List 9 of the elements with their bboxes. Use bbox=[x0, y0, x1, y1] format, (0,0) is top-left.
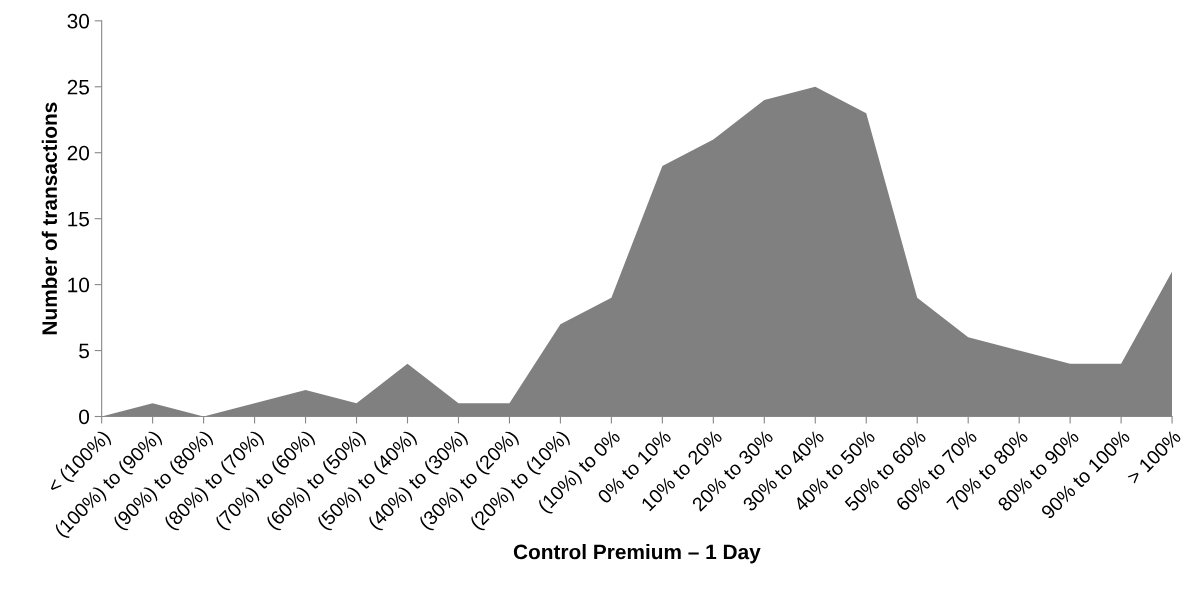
y-tick-label: 25 bbox=[67, 79, 89, 95]
y-axis-title: Number of transactions bbox=[41, 102, 58, 335]
y-tick-label: 20 bbox=[67, 145, 90, 161]
y-tick-label: 10 bbox=[68, 277, 90, 293]
y-tick-label: 30 bbox=[67, 13, 90, 29]
y-tick-label: 0 bbox=[79, 409, 90, 425]
x-axis-title: Control Premium – 1 Day bbox=[513, 544, 761, 564]
y-tick-label: 15 bbox=[68, 211, 89, 227]
y-tick-label: 5 bbox=[79, 343, 89, 359]
